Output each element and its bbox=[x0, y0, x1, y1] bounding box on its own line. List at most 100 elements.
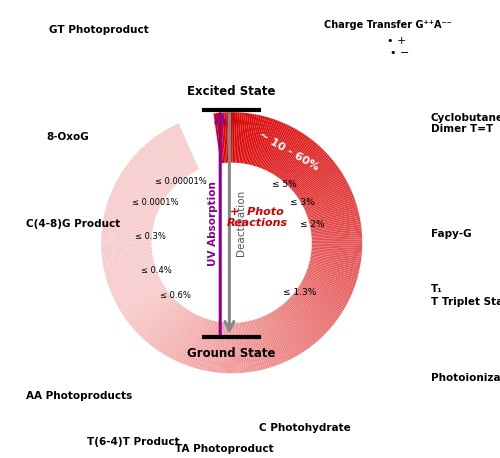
Wedge shape bbox=[158, 134, 188, 177]
Wedge shape bbox=[150, 139, 183, 180]
Text: ≤ 3%: ≤ 3% bbox=[290, 197, 314, 207]
Wedge shape bbox=[309, 263, 358, 278]
Wedge shape bbox=[110, 273, 158, 294]
Wedge shape bbox=[117, 178, 162, 204]
Wedge shape bbox=[102, 232, 152, 237]
Wedge shape bbox=[220, 322, 226, 373]
Wedge shape bbox=[104, 260, 154, 273]
Text: Photoionization: Photoionization bbox=[431, 373, 500, 383]
Wedge shape bbox=[134, 155, 172, 190]
Wedge shape bbox=[238, 322, 244, 373]
Wedge shape bbox=[108, 200, 156, 218]
Wedge shape bbox=[268, 127, 293, 172]
Wedge shape bbox=[243, 114, 252, 164]
Wedge shape bbox=[140, 149, 176, 186]
Wedge shape bbox=[310, 261, 359, 274]
Wedge shape bbox=[154, 307, 185, 349]
Wedge shape bbox=[299, 172, 343, 200]
Wedge shape bbox=[302, 281, 347, 306]
Wedge shape bbox=[158, 309, 187, 351]
Wedge shape bbox=[284, 302, 318, 342]
Wedge shape bbox=[312, 246, 362, 250]
Wedge shape bbox=[110, 272, 158, 291]
Wedge shape bbox=[112, 275, 159, 297]
Wedge shape bbox=[290, 297, 328, 333]
Wedge shape bbox=[244, 322, 255, 371]
Wedge shape bbox=[256, 319, 274, 367]
Text: AA Photoproducts: AA Photoproducts bbox=[26, 391, 132, 401]
Wedge shape bbox=[104, 257, 153, 268]
Wedge shape bbox=[216, 322, 224, 372]
Wedge shape bbox=[292, 158, 332, 191]
Wedge shape bbox=[130, 158, 170, 192]
Wedge shape bbox=[107, 267, 156, 283]
Wedge shape bbox=[174, 125, 198, 171]
Wedge shape bbox=[109, 196, 157, 215]
Wedge shape bbox=[294, 159, 334, 192]
Wedge shape bbox=[156, 308, 186, 350]
Wedge shape bbox=[240, 113, 248, 163]
Wedge shape bbox=[170, 314, 196, 359]
Text: ≤ 0.6%: ≤ 0.6% bbox=[160, 290, 191, 300]
Wedge shape bbox=[312, 231, 362, 237]
Text: 8-OxoG: 8-OxoG bbox=[46, 132, 89, 142]
Wedge shape bbox=[295, 291, 337, 322]
Wedge shape bbox=[239, 113, 246, 163]
Wedge shape bbox=[276, 308, 307, 351]
Wedge shape bbox=[285, 145, 320, 184]
Wedge shape bbox=[284, 144, 318, 183]
Wedge shape bbox=[248, 321, 262, 371]
Wedge shape bbox=[102, 252, 152, 260]
Wedge shape bbox=[115, 182, 161, 207]
Wedge shape bbox=[114, 184, 160, 208]
Wedge shape bbox=[240, 322, 246, 373]
Wedge shape bbox=[222, 112, 227, 163]
Wedge shape bbox=[163, 311, 190, 355]
Wedge shape bbox=[124, 167, 166, 197]
Wedge shape bbox=[300, 284, 344, 312]
Wedge shape bbox=[231, 112, 233, 163]
Wedge shape bbox=[149, 140, 182, 181]
Wedge shape bbox=[125, 289, 167, 320]
Wedge shape bbox=[120, 174, 164, 202]
Wedge shape bbox=[152, 138, 184, 179]
Wedge shape bbox=[102, 249, 152, 256]
Wedge shape bbox=[306, 195, 354, 214]
Wedge shape bbox=[227, 323, 230, 373]
Text: • −: • − bbox=[390, 48, 409, 58]
Wedge shape bbox=[122, 171, 165, 200]
Wedge shape bbox=[276, 133, 305, 176]
Wedge shape bbox=[276, 135, 306, 177]
Wedge shape bbox=[166, 312, 193, 357]
Wedge shape bbox=[124, 288, 166, 318]
Wedge shape bbox=[115, 279, 160, 303]
Wedge shape bbox=[133, 295, 172, 330]
Wedge shape bbox=[229, 323, 232, 373]
Wedge shape bbox=[298, 168, 340, 198]
Wedge shape bbox=[251, 320, 266, 369]
Wedge shape bbox=[139, 299, 176, 336]
Wedge shape bbox=[208, 322, 218, 371]
Wedge shape bbox=[308, 201, 356, 218]
Wedge shape bbox=[302, 279, 348, 304]
Wedge shape bbox=[252, 117, 268, 166]
Wedge shape bbox=[287, 148, 324, 185]
Wedge shape bbox=[250, 321, 264, 370]
Wedge shape bbox=[222, 323, 228, 373]
Wedge shape bbox=[144, 302, 178, 341]
Text: T(6-4)T Product: T(6-4)T Product bbox=[87, 437, 180, 447]
Wedge shape bbox=[132, 294, 171, 328]
Wedge shape bbox=[116, 180, 162, 205]
Wedge shape bbox=[272, 311, 299, 355]
Wedge shape bbox=[138, 151, 175, 187]
Wedge shape bbox=[310, 211, 359, 225]
Wedge shape bbox=[126, 290, 168, 322]
Wedge shape bbox=[292, 295, 331, 329]
Wedge shape bbox=[270, 128, 295, 173]
Wedge shape bbox=[288, 150, 325, 186]
Wedge shape bbox=[231, 323, 234, 373]
Wedge shape bbox=[226, 112, 230, 163]
Wedge shape bbox=[300, 283, 344, 310]
Wedge shape bbox=[120, 173, 164, 201]
Wedge shape bbox=[295, 163, 336, 195]
